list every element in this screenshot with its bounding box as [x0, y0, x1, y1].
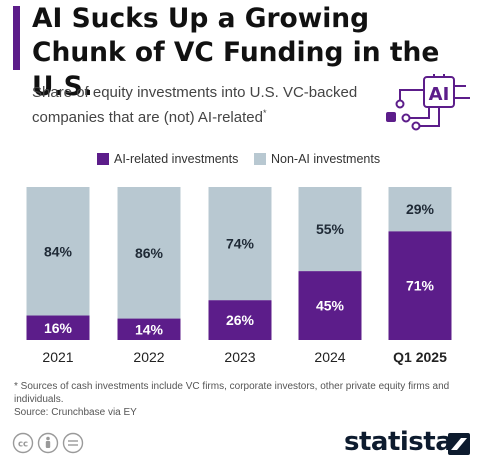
data-label-non-ai: 84%	[44, 243, 73, 259]
footnote: * Sources of cash investments include VC…	[14, 381, 450, 405]
data-label-ai: 16%	[44, 320, 73, 336]
x-tick-label: 2021	[42, 349, 73, 365]
data-label-ai: 14%	[135, 321, 164, 337]
stacked-bar-chart: 84% 16% 2021 86% 14% 2022 74% 26% 2023 55% 45% 2024…	[26, 187, 452, 365]
bar-ai	[117, 318, 181, 340]
ai-chip-icon: AI	[386, 74, 470, 131]
svg-text:cc: cc	[18, 440, 28, 450]
brand-name: statista	[344, 427, 453, 457]
legend-label-non-ai: Non-AI investments	[271, 152, 381, 166]
bar-non-ai	[298, 187, 362, 272]
bar-ai	[298, 271, 362, 340]
data-label-ai: 26%	[226, 312, 255, 328]
data-label-non-ai: 74%	[226, 236, 255, 252]
legend-label-ai: AI-related investments	[114, 152, 239, 166]
x-tick-label: 2022	[133, 349, 164, 365]
subtitle-text: Share of equity investments into U.S. VC…	[32, 84, 358, 126]
data-label-ai: 71%	[406, 278, 435, 294]
attribution-icon	[37, 432, 59, 454]
bar-ai	[208, 300, 272, 340]
chart-subtitle: Share of equity investments into U.S. VC…	[32, 83, 362, 128]
equals-icon	[62, 432, 84, 454]
chart-title: AI Sucks Up a Growing Chunk of VC Fundin…	[32, 3, 440, 102]
x-tick-label: 2023	[224, 349, 255, 365]
bar-non-ai	[388, 187, 452, 232]
source-note: Source: Crunchbase via EY	[14, 407, 137, 418]
ai-icon-text: AI	[429, 84, 450, 105]
cc-icon	[12, 432, 34, 454]
x-tick-label: 2024	[314, 349, 345, 365]
data-label-non-ai: 29%	[406, 201, 435, 217]
x-tick-label: Q1 2025	[393, 349, 447, 365]
statista-mark-icon	[448, 433, 470, 455]
bar-non-ai	[208, 187, 272, 301]
legend: AI-related investments Non-AI investment…	[0, 152, 480, 168]
data-label-non-ai: 55%	[316, 221, 345, 237]
statista-logo: statista	[344, 425, 474, 459]
bar-ai	[26, 315, 90, 340]
bar-ai	[388, 231, 452, 340]
data-label-ai: 45%	[316, 298, 345, 314]
bar-non-ai	[26, 187, 90, 316]
creative-commons-icons: cc	[12, 432, 84, 454]
bar-non-ai	[117, 187, 181, 319]
legend-swatch-non-ai	[254, 153, 266, 165]
title-accent-bar	[13, 6, 20, 70]
legend-swatch-ai	[97, 153, 109, 165]
subtitle-footnote-marker: *	[262, 108, 267, 118]
data-label-non-ai: 86%	[135, 245, 164, 261]
